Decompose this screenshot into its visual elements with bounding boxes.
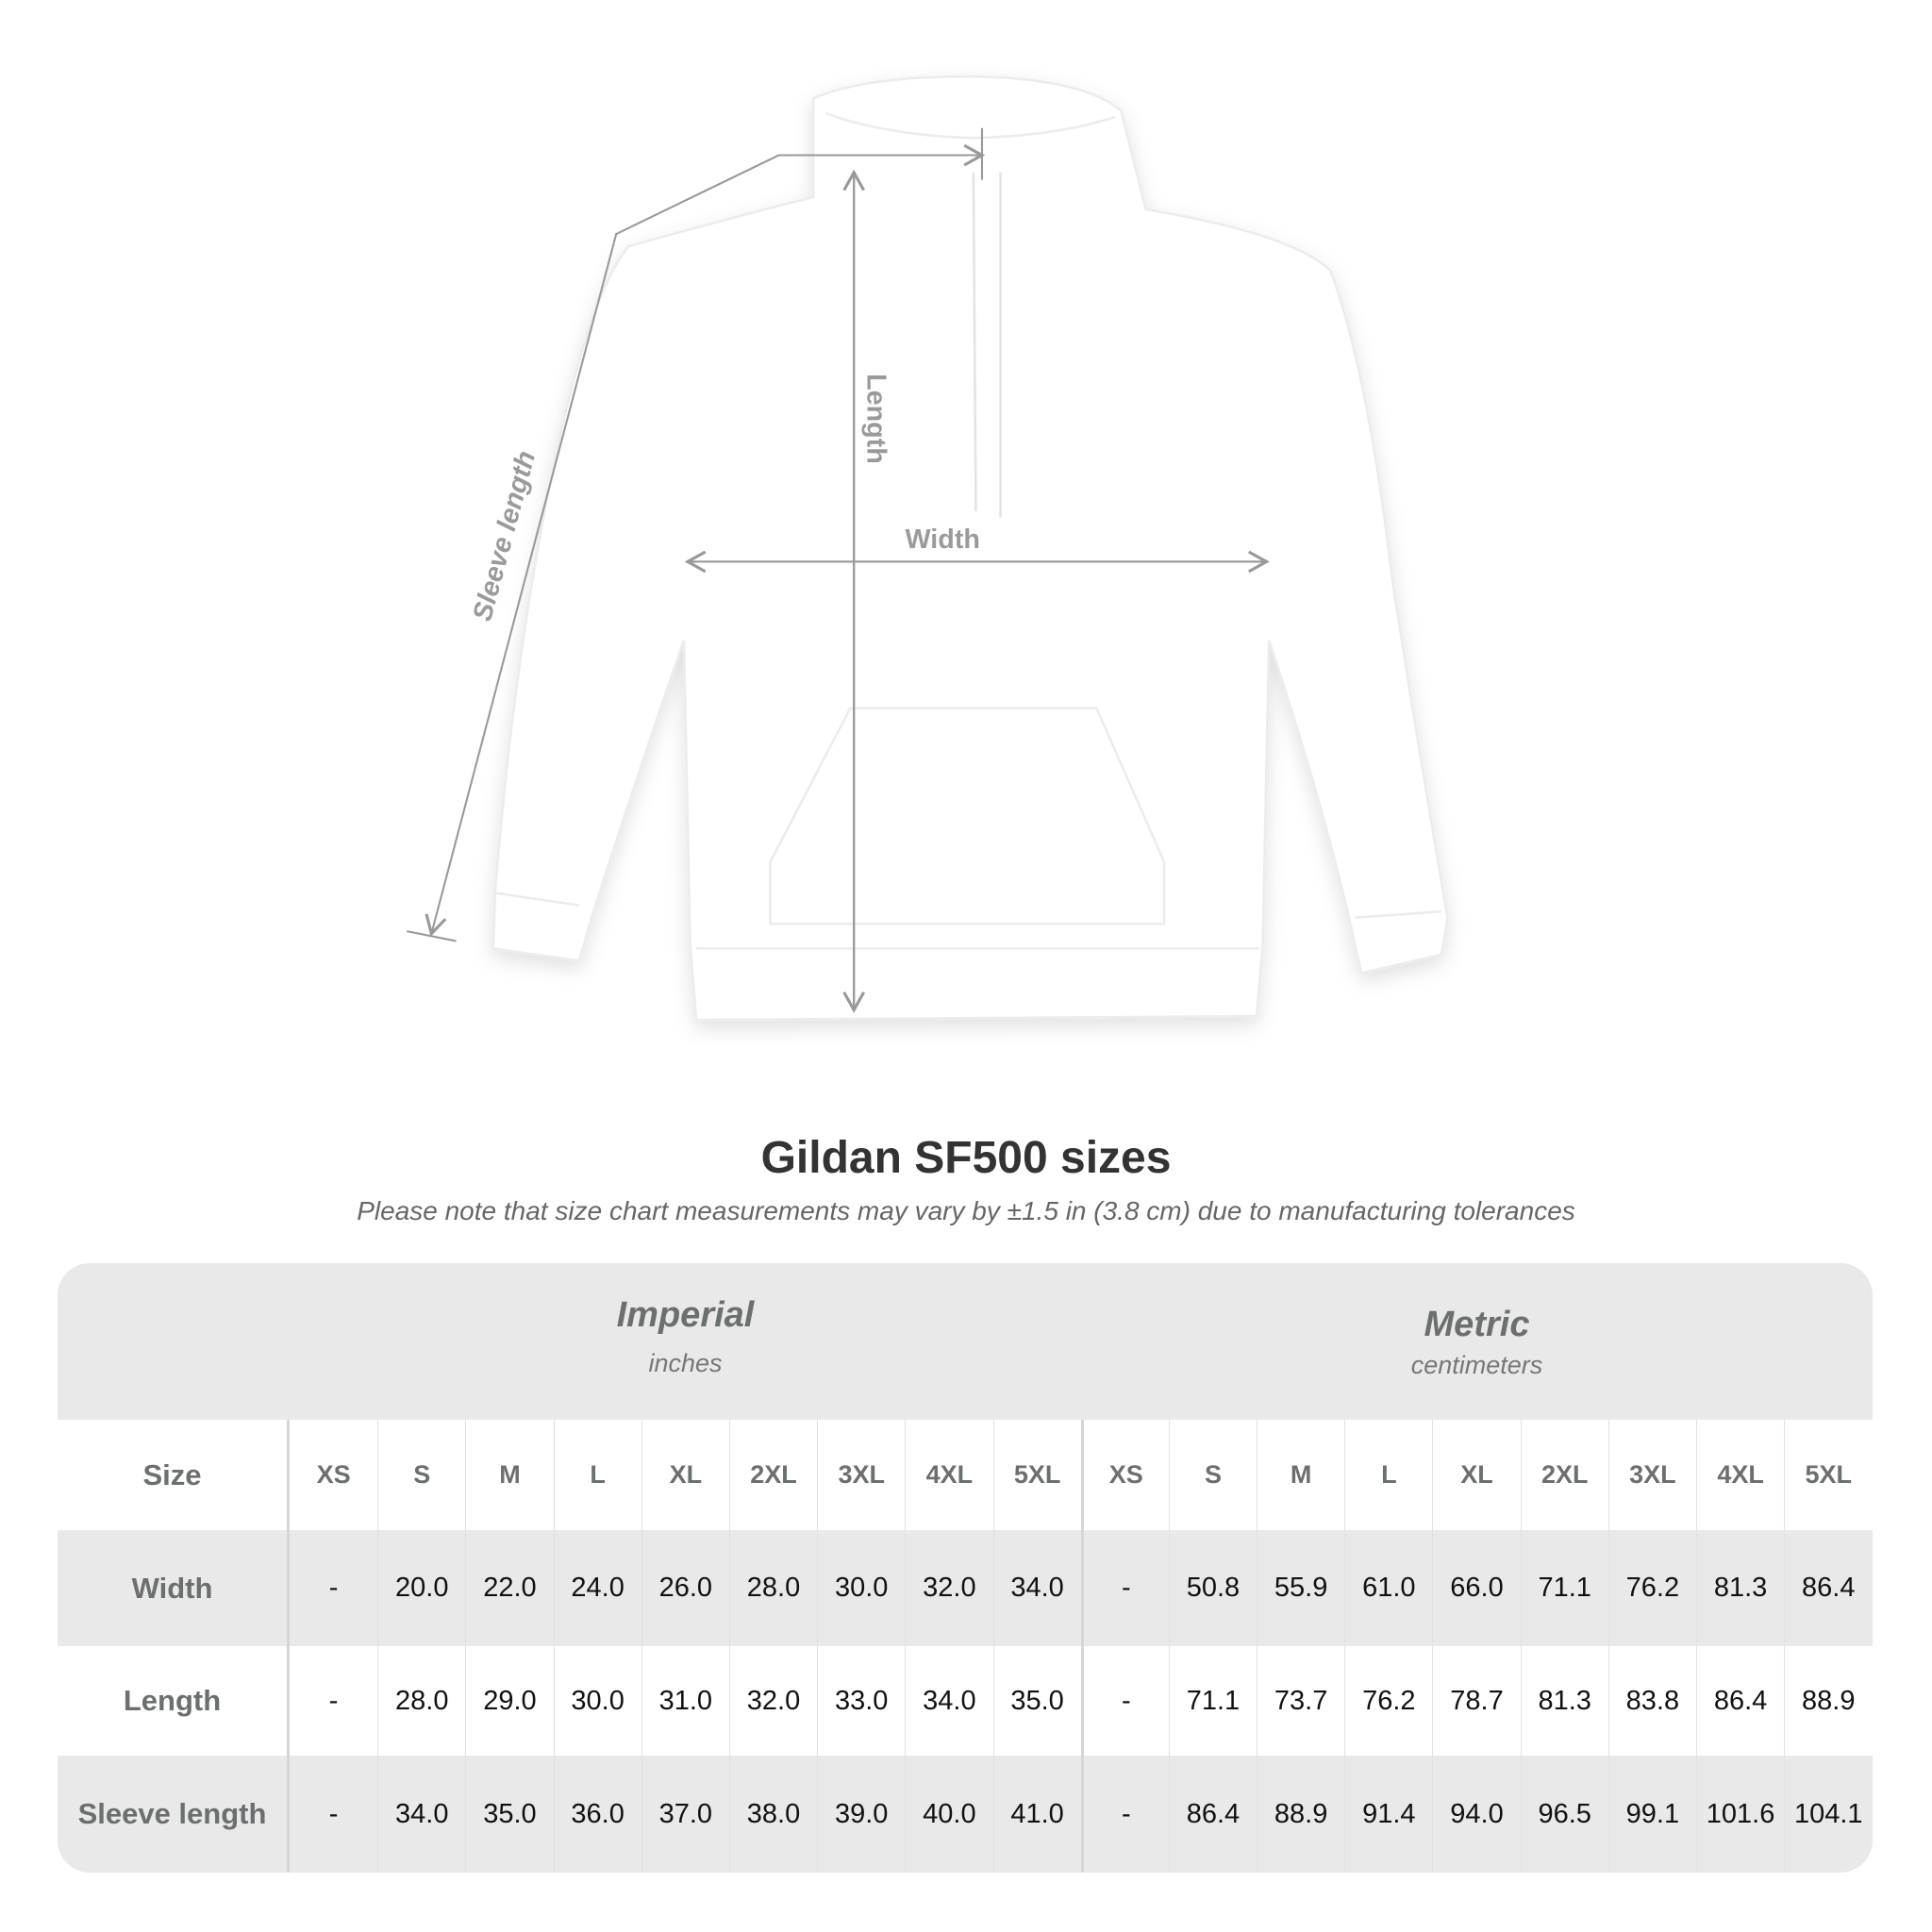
- value-cell: 104.1: [1784, 1756, 1872, 1873]
- value-cell: 34.0: [377, 1756, 465, 1873]
- value-cell: 66.0: [1432, 1530, 1520, 1646]
- page-title: Gildan SF500 sizes: [760, 1133, 1172, 1183]
- value-cell: 32.0: [905, 1530, 992, 1646]
- value-cell: 20.0: [377, 1530, 465, 1646]
- value-cell: 26.0: [641, 1530, 729, 1646]
- size-header-cell: 4XL: [905, 1420, 992, 1530]
- size-header-cell: XL: [641, 1420, 729, 1530]
- metric-title: Metric: [1424, 1305, 1530, 1344]
- value-cell: 36.0: [553, 1756, 641, 1873]
- value-cell: 73.7: [1257, 1646, 1344, 1756]
- tolerance-note: Please note that size chart measurements…: [357, 1196, 1575, 1225]
- value-cell: -: [1080, 1646, 1169, 1756]
- value-cell: 35.0: [465, 1756, 553, 1873]
- value-cell: 35.0: [992, 1646, 1081, 1756]
- size-header-cell: S: [377, 1420, 465, 1530]
- value-cell: 76.2: [1344, 1646, 1432, 1756]
- length-label: Length: [861, 374, 891, 464]
- width-label: Width: [905, 525, 979, 555]
- size-header-cell: 3XL: [1607, 1420, 1696, 1530]
- value-cell: 91.4: [1344, 1756, 1432, 1873]
- metric-unit: centimeters: [1410, 1351, 1543, 1379]
- row-label: Width: [58, 1530, 290, 1646]
- size-header-cell: 4XL: [1696, 1420, 1784, 1530]
- table-row: Sleeve length - 34.0 35.0 36.0 37.0 38.0 39.0 40…: [58, 1756, 1873, 1873]
- hoodie-image: [491, 75, 1449, 1022]
- size-header-cell: XL: [1432, 1420, 1520, 1530]
- value-cell: 37.0: [641, 1756, 729, 1873]
- value-cell: 34.0: [992, 1530, 1081, 1646]
- value-cell: 86.4: [1784, 1530, 1872, 1646]
- size-header-cell: XS: [316, 1460, 351, 1489]
- value-cell: 29.0: [465, 1646, 553, 1756]
- row-label: Size: [58, 1420, 290, 1530]
- measurement-lines: [407, 127, 1270, 1013]
- value-cell: 28.0: [377, 1646, 465, 1756]
- value-cell: 81.3: [1696, 1530, 1784, 1646]
- value-cell: 22.0: [465, 1530, 553, 1646]
- imperial-unit: inches: [648, 1349, 723, 1377]
- size-header-cell: M: [465, 1420, 553, 1530]
- value-cell: 30.0: [553, 1646, 641, 1756]
- value-cell: 101.6: [1696, 1756, 1784, 1873]
- value-cell: 31.0: [641, 1646, 729, 1756]
- value-cell: 88.9: [1257, 1756, 1344, 1873]
- value-cell: 76.2: [1607, 1530, 1696, 1646]
- value-cell: 33.0: [817, 1646, 905, 1756]
- value-cell: 78.7: [1432, 1646, 1520, 1756]
- size-header-cell: 5XL: [992, 1420, 1081, 1530]
- size-table: Imperial inches Metric centimeters Size X…: [58, 1263, 1873, 1873]
- value-cell: 32.0: [728, 1646, 817, 1756]
- value-cell: 38.0: [728, 1756, 817, 1873]
- value-cell: 28.0: [728, 1530, 817, 1646]
- value-cell: -: [328, 1685, 339, 1716]
- value-cell: 86.4: [1696, 1646, 1784, 1756]
- value-cell: 81.3: [1520, 1646, 1608, 1756]
- imperial-title: Imperial: [616, 1295, 755, 1335]
- table-row: Width -20.0 22.0 24.0 26.0 28.0 30.0 32.0 34.0-5…: [58, 1530, 1873, 1646]
- size-header-cell: S: [1168, 1420, 1257, 1530]
- row-label: Sleeve length: [58, 1756, 290, 1873]
- value-cell: 40.0: [905, 1756, 992, 1873]
- row-label: Length: [58, 1646, 290, 1756]
- size-header-cell: 5XL: [1784, 1420, 1872, 1530]
- value-cell: -: [1080, 1756, 1169, 1873]
- size-header-cell: XS: [1080, 1420, 1169, 1530]
- imperial-header: Imperial inches: [290, 1295, 1081, 1378]
- value-cell: 61.0: [1344, 1530, 1432, 1646]
- size-header-cell: 3XL: [817, 1420, 905, 1530]
- metric-header: Metric centimeters: [1081, 1305, 1873, 1380]
- value-cell: 39.0: [817, 1756, 905, 1873]
- value-cell: 99.1: [1607, 1756, 1696, 1873]
- value-cell: -: [328, 1798, 339, 1829]
- size-header-row: Size XS S M L XL 2XL 3XL 4XL 5XL XS S M L XL 2XL 3XL 4XL 5…: [58, 1420, 1873, 1530]
- size-header-cell: 2XL: [1520, 1420, 1608, 1530]
- value-cell: 30.0: [817, 1530, 905, 1646]
- size-header-cell: L: [553, 1420, 641, 1530]
- value-cell: 34.0: [905, 1646, 992, 1756]
- value-cell: 71.1: [1520, 1530, 1608, 1646]
- value-cell: 86.4: [1168, 1756, 1257, 1873]
- value-cell: 96.5: [1520, 1756, 1608, 1873]
- value-cell: -: [1080, 1530, 1169, 1646]
- value-cell: 71.1: [1168, 1646, 1257, 1756]
- value-cell: 41.0: [992, 1756, 1081, 1873]
- value-cell: 55.9: [1257, 1530, 1344, 1646]
- value-cell: -: [328, 1573, 339, 1603]
- size-header-cell: L: [1344, 1420, 1432, 1530]
- table-header-band: Imperial inches Metric centimeters: [58, 1263, 1873, 1420]
- value-cell: 88.9: [1784, 1646, 1872, 1756]
- table-row: Length -28.0 29.0 30.0 31.0 32.0 33.0 34.0 35.0-…: [58, 1646, 1873, 1756]
- value-cell: 50.8: [1168, 1530, 1257, 1646]
- size-header-cell: 2XL: [728, 1420, 817, 1530]
- size-header-cell: M: [1257, 1420, 1344, 1530]
- value-cell: 94.0: [1432, 1756, 1520, 1873]
- hoodie-diagram: Length Width Sleeve length: [407, 75, 1449, 1022]
- value-cell: 24.0: [553, 1530, 641, 1646]
- value-cell: 83.8: [1607, 1646, 1696, 1756]
